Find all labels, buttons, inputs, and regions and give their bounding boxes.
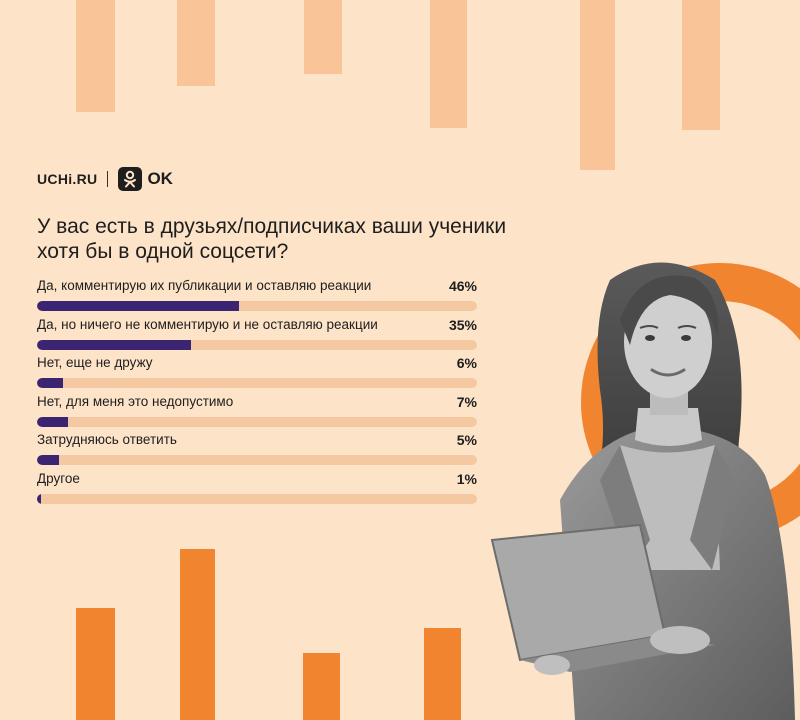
- bar: [37, 493, 42, 504]
- decor-bar: [76, 0, 115, 112]
- bar: [37, 378, 64, 388]
- decor-bar: [304, 0, 342, 74]
- value-label: 1%: [456, 470, 477, 487]
- chart-row: Нет, еще не дружу 6%: [37, 355, 477, 394]
- value-label: 7%: [456, 393, 477, 410]
- chart-row: Да, комментирую их публикации и оставляю…: [37, 278, 477, 317]
- decor-bar: [682, 0, 720, 130]
- category-label: Нет, еще не дружу: [37, 355, 153, 370]
- category-label: Нет, для меня это недопустимо: [37, 393, 234, 409]
- bar-track: [37, 455, 477, 465]
- chart-row: Да, но ничего не комментирую и не оставл…: [37, 317, 477, 356]
- value-label: 35%: [448, 316, 477, 333]
- bar-track: [37, 493, 477, 504]
- value-label: 5%: [456, 432, 477, 448]
- chart-row: Другое 1%: [37, 471, 477, 510]
- ok-logo-text: OK: [147, 169, 173, 188]
- category-label: Затрудняюсь ответить: [37, 432, 177, 447]
- decor-bar: [177, 0, 215, 86]
- bar: [37, 416, 68, 427]
- ok-logo-icon: [118, 167, 143, 191]
- chart-row: Нет, для меня это недопустимо 7%: [37, 394, 477, 433]
- brand-logos: UCHi.RU OK: [37, 166, 173, 192]
- decor-bar: [76, 608, 115, 720]
- value-label: 6%: [456, 355, 477, 371]
- bar: [37, 339, 191, 350]
- bar-track: [37, 339, 477, 350]
- category-label: Да, комментирую их публикации и оставляю…: [37, 278, 372, 293]
- category-label: Другое: [37, 470, 80, 486]
- bar: [37, 455, 59, 465]
- chart-row: Затрудняюсь ответить 5%: [37, 432, 477, 471]
- woman-with-laptop-illustration: [490, 262, 795, 720]
- bar-track: [37, 301, 477, 311]
- category-label: Да, но ничего не комментирую и не оставл…: [37, 316, 378, 332]
- chart-title: У вас есть в друзьях/подписчиках ваши уч…: [37, 215, 507, 263]
- bar-track: [37, 416, 477, 427]
- logo-divider: [107, 171, 109, 187]
- decor-bar: [580, 0, 615, 170]
- decor-bar: [424, 628, 461, 720]
- bar: [37, 301, 240, 311]
- value-label: 46%: [448, 278, 477, 294]
- uchi-logo: UCHi.RU: [37, 171, 98, 187]
- bar-track: [37, 378, 477, 388]
- decor-bar: [430, 0, 467, 128]
- decor-bar: [180, 549, 215, 720]
- chart-rows: Да, комментирую их публикации и оставляю…: [37, 278, 477, 509]
- decor-bar: [303, 653, 340, 720]
